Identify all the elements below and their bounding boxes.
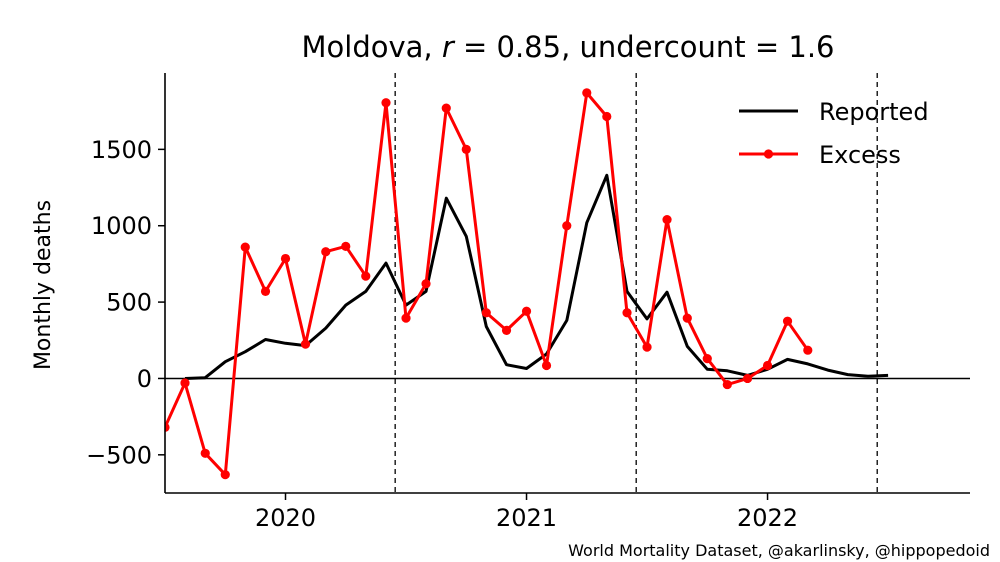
excess-point <box>260 286 271 296</box>
excess-point <box>180 378 190 388</box>
excess-point <box>341 241 351 251</box>
excess-point <box>381 98 391 108</box>
excess-point <box>582 88 592 98</box>
legend-label-excess: Excess <box>819 141 901 169</box>
excess-point <box>541 360 552 371</box>
excess-point <box>461 144 471 154</box>
excess-point <box>481 308 491 318</box>
y-tick-label: 1500 <box>91 136 152 164</box>
y-tick-label: −500 <box>86 441 152 469</box>
excess-point <box>782 316 793 326</box>
legend-label-reported: Reported <box>819 98 929 126</box>
excess-point <box>421 279 431 289</box>
y-tick-label: 500 <box>106 289 152 317</box>
x-tick-label: 2021 <box>496 504 557 532</box>
chart-title: Moldova, r = 0.85, undercount = 1.6 <box>302 30 835 64</box>
excess-point <box>501 325 512 335</box>
legend-marker-excess <box>763 149 774 159</box>
excess-point <box>220 470 230 480</box>
excess-point <box>622 308 632 318</box>
excess-point <box>562 221 572 231</box>
excess-point <box>803 345 813 355</box>
excess-point <box>722 379 732 390</box>
excess-point <box>441 103 451 113</box>
excess-point <box>165 422 170 432</box>
excess-point <box>662 215 672 225</box>
excess-point <box>300 339 311 349</box>
credit-text: World Mortality Dataset, @akarlinsky, @h… <box>568 541 990 560</box>
excess-point <box>401 313 411 323</box>
excess-point <box>602 111 612 122</box>
excess-point <box>240 242 250 252</box>
excess-point <box>280 253 291 264</box>
y-tick-label: 0 <box>137 365 152 393</box>
y-axis-label: Monthly deaths <box>31 200 56 370</box>
excess-point <box>682 313 692 323</box>
excess-point <box>742 373 753 384</box>
x-tick-label: 2020 <box>255 504 316 532</box>
excess-point <box>361 271 371 281</box>
excess-point <box>762 360 773 371</box>
y-tick-label: 1000 <box>91 212 152 240</box>
excess-point <box>642 342 652 352</box>
excess-point <box>321 247 331 257</box>
excess-point <box>702 354 712 364</box>
series-line-excess <box>165 91 810 477</box>
excess-point <box>521 306 532 316</box>
x-tick-label: 2022 <box>737 504 798 532</box>
excess-point <box>200 448 210 458</box>
